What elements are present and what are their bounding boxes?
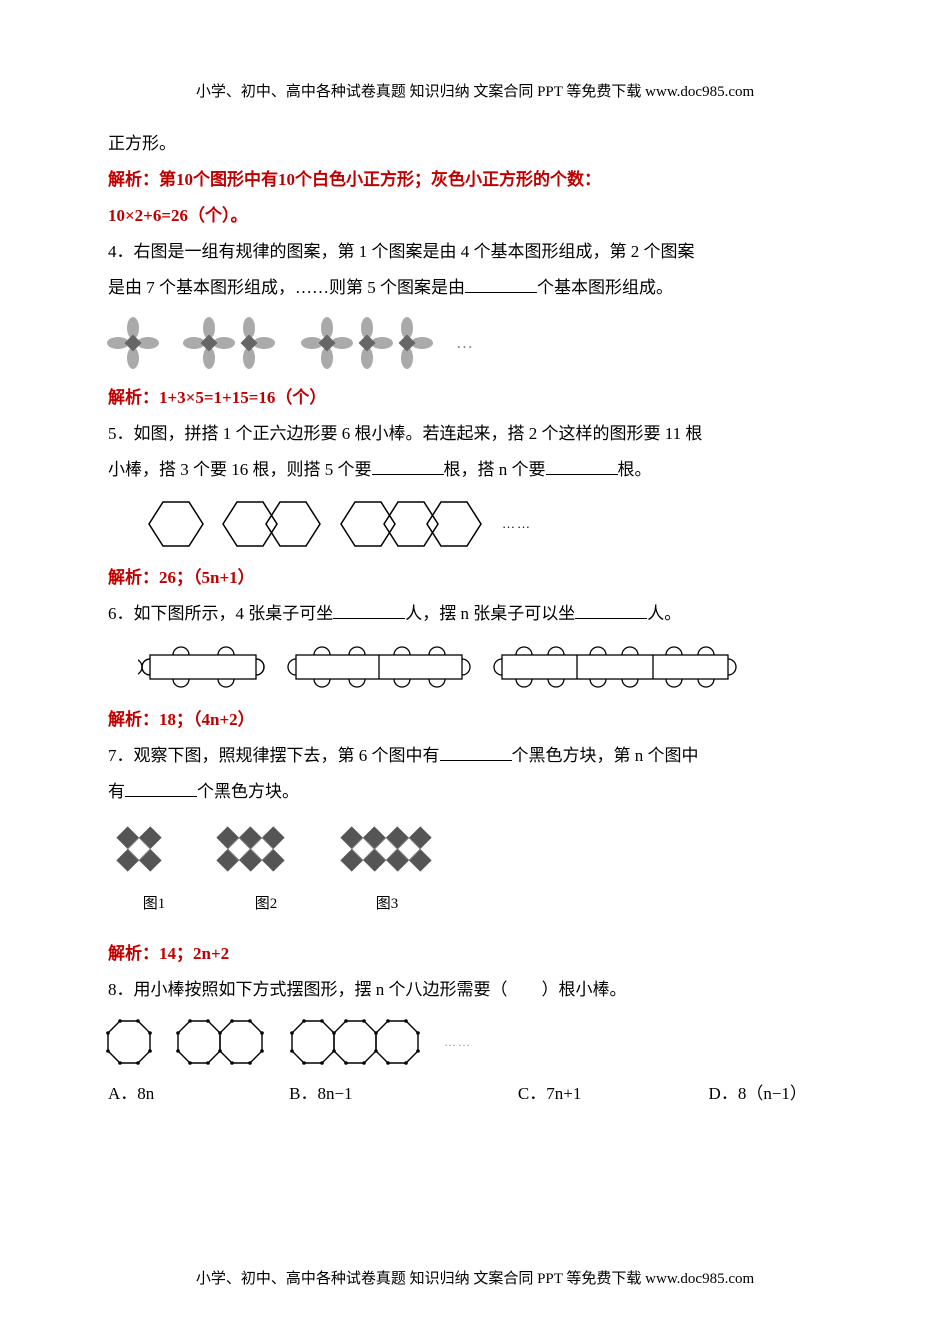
option-d: D．8（n−1）: [709, 1077, 842, 1111]
q7-captions: 图1 图2 图3: [104, 889, 842, 919]
q7-fig2: [204, 819, 298, 879]
caption-1: 图1: [104, 889, 204, 919]
option-a: A．8n: [108, 1077, 289, 1111]
q4-unit-3: [298, 315, 438, 371]
octagon-1: [104, 1017, 154, 1067]
table-2: [284, 641, 474, 693]
hexagon-1: [148, 497, 204, 551]
q7-solution: 解析：14；2n+2: [108, 937, 842, 971]
blank: [125, 780, 197, 797]
q7-text-a: 7．观察下图，照规律摆下去，第 6 个图中有: [108, 746, 440, 765]
q6-solution: 解析：18；（4n+2）: [108, 703, 842, 737]
q6-figure: [138, 641, 842, 693]
q7-figure: [104, 819, 842, 879]
blank: [465, 276, 537, 293]
q3-solution-a: 解析：第10个图形中有10个白色小正方形；灰色小正方形的个数：: [108, 163, 842, 197]
q5-text-b: 小棒，搭 3 个要 16 根，则搭 5 个要: [108, 460, 372, 479]
blank: [575, 602, 647, 619]
q6-text-b: 人，摆 n 张桌子可以坐: [405, 604, 575, 623]
q7-text-c: 有: [108, 782, 125, 801]
blank: [546, 458, 618, 475]
q5-figure: ……: [148, 497, 842, 551]
octagon-2: [174, 1017, 268, 1067]
q4-text-b: 是由 7 个基本图形组成，……则第 5 个图案是由: [108, 278, 465, 297]
option-b: B．8n−1: [289, 1077, 518, 1111]
q6-text: 6．如下图所示，4 张桌子可坐 人，摆 n 张桌子可以坐 人。: [108, 597, 842, 631]
q4-text-c: 个基本图形组成。: [537, 278, 673, 297]
page-header: 小学、初中、高中各种试卷真题 知识归纳 文案合同 PPT 等免费下载 www.d…: [108, 80, 842, 101]
q7-text-line1: 7．观察下图，照规律摆下去，第 6 个图中有 个黑色方块，第 n 个图中: [108, 739, 842, 773]
ellipsis: ……: [502, 511, 532, 537]
option-c: C．7n+1: [518, 1077, 709, 1111]
blank: [372, 458, 444, 475]
q8-options: A．8n B．8n−1 C．7n+1 D．8（n−1）: [108, 1077, 842, 1111]
q4-solution: 解析：1+3×5=1+15=16（个）: [108, 381, 842, 415]
q5-text-d: 根。: [618, 460, 652, 479]
q3-solution-b: 10×2+6=26（个）。: [108, 199, 842, 233]
q4-text-a: 4．右图是一组有规律的图案，第 1 个图案是由 4 个基本图形组成，第 2 个图…: [108, 235, 842, 269]
q7-fig3: [328, 819, 446, 879]
q5-solution: 解析：26；（5n+1）: [108, 561, 842, 595]
q4-unit-2: [180, 315, 280, 371]
q6-text-c: 人。: [647, 604, 681, 623]
q5-text-a: 5．如图，拼搭 1 个正六边形要 6 根小棒。若连起来，搭 2 个这样的图形要 …: [108, 417, 842, 451]
q6-text-a: 6．如下图所示，4 张桌子可坐: [108, 604, 333, 623]
q4-unit-1: [104, 315, 162, 371]
table-3: [490, 641, 740, 693]
q7-text-d: 个黑色方块。: [197, 782, 299, 801]
q4-text-line2: 是由 7 个基本图形组成，……则第 5 个图案是由 个基本图形组成。: [108, 271, 842, 305]
blank: [333, 602, 405, 619]
caption-2: 图2: [204, 889, 328, 919]
q8-figure: ……: [104, 1017, 842, 1067]
ellipsis: ……: [444, 1030, 472, 1054]
q7-text-line2: 有 个黑色方块。: [108, 775, 842, 809]
q5-text-c: 根，搭 n 个要: [444, 460, 546, 479]
q7-text-b: 个黑色方块，第 n 个图中: [512, 746, 699, 765]
q4-figure: …: [104, 315, 842, 371]
table-1: [138, 641, 268, 693]
octagon-3: [288, 1017, 424, 1067]
blank: [440, 744, 512, 761]
hexagon-3: [340, 497, 484, 551]
document-page: 小学、初中、高中各种试卷真题 知识归纳 文案合同 PPT 等免费下载 www.d…: [0, 0, 950, 1344]
page-footer: 小学、初中、高中各种试卷真题 知识归纳 文案合同 PPT 等免费下载 www.d…: [0, 1267, 950, 1288]
ellipsis: …: [456, 326, 473, 360]
q7-fig1: [104, 819, 174, 879]
hexagon-2: [222, 497, 322, 551]
line-top: 正方形。: [108, 127, 842, 161]
q8-text: 8．用小棒按照如下方式摆图形，摆 n 个八边形需要（ ）根小棒。: [108, 973, 842, 1007]
caption-3: 图3: [328, 889, 446, 919]
q5-text-line2: 小棒，搭 3 个要 16 根，则搭 5 个要 根，搭 n 个要 根。: [108, 453, 842, 487]
body-content: 正方形。 解析：第10个图形中有10个白色小正方形；灰色小正方形的个数： 10×…: [108, 127, 842, 1111]
